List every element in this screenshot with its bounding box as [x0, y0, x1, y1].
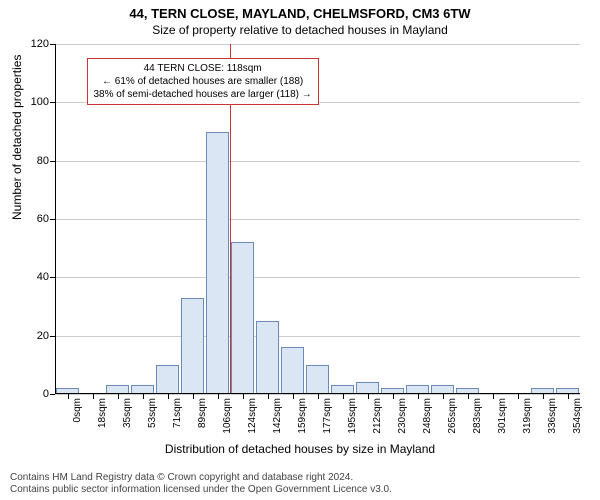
xtick-label: 159sqm	[297, 398, 308, 434]
xtick-mark	[243, 394, 244, 399]
xtick-label: 18sqm	[97, 398, 108, 428]
xtick-label: 177sqm	[322, 398, 333, 434]
xtick-label: 89sqm	[197, 398, 208, 428]
xtick-label: 301sqm	[497, 398, 508, 434]
histogram-bar	[231, 242, 254, 394]
xtick-label: 212sqm	[372, 398, 383, 434]
xtick-label: 265sqm	[447, 398, 458, 434]
xtick-mark	[543, 394, 544, 399]
xtick-label: 230sqm	[397, 398, 408, 434]
xtick-label: 35sqm	[122, 398, 133, 428]
xtick-mark	[443, 394, 444, 399]
x-axis-label: Distribution of detached houses by size …	[0, 442, 600, 456]
xtick-mark	[568, 394, 569, 399]
xtick-label: 142sqm	[272, 398, 283, 434]
xtick-label: 319sqm	[522, 398, 533, 434]
ytick-mark	[50, 394, 55, 395]
xtick-mark	[468, 394, 469, 399]
footer-line-1: Contains HM Land Registry data © Crown c…	[10, 472, 392, 484]
xtick-mark	[143, 394, 144, 399]
xtick-mark	[268, 394, 269, 399]
xtick-mark	[493, 394, 494, 399]
xtick-label: 106sqm	[222, 398, 233, 434]
grid-line	[55, 219, 580, 220]
footer-line-2: Contains public sector information licen…	[10, 484, 392, 496]
histogram-bar	[156, 365, 179, 394]
ytick-label: 60	[37, 213, 49, 225]
grid-line	[55, 44, 580, 45]
y-axis-label: Number of detached properties	[10, 55, 24, 220]
ytick-label: 0	[43, 388, 49, 400]
annotation-line: 44 TERN CLOSE: 118sqm	[94, 62, 312, 75]
xtick-label: 336sqm	[547, 398, 558, 434]
ytick-label: 80	[37, 155, 49, 167]
histogram-bar	[181, 298, 204, 394]
y-axis-line	[55, 44, 56, 394]
annotation-callout: 44 TERN CLOSE: 118sqm← 61% of detached h…	[87, 58, 319, 105]
xtick-label: 124sqm	[247, 398, 258, 434]
x-axis-line	[55, 393, 580, 394]
histogram-bar	[206, 132, 229, 395]
ytick-label: 100	[31, 96, 49, 108]
footer-attribution: Contains HM Land Registry data © Crown c…	[10, 472, 392, 496]
grid-line	[55, 161, 580, 162]
xtick-mark	[418, 394, 419, 399]
xtick-label: 283sqm	[472, 398, 483, 434]
xtick-mark	[218, 394, 219, 399]
annotation-line: ← 61% of detached houses are smaller (18…	[94, 75, 312, 88]
xtick-label: 248sqm	[422, 398, 433, 434]
xtick-label: 0sqm	[72, 398, 83, 422]
histogram-bar	[306, 365, 329, 394]
xtick-label: 53sqm	[147, 398, 158, 428]
xtick-mark	[118, 394, 119, 399]
histogram-bar	[256, 321, 279, 394]
ytick-label: 120	[31, 38, 49, 50]
chart-subtitle: Size of property relative to detached ho…	[0, 21, 600, 37]
plot-area: 0204060801001200sqm18sqm35sqm53sqm71sqm8…	[55, 44, 580, 394]
xtick-mark	[343, 394, 344, 399]
xtick-mark	[518, 394, 519, 399]
xtick-mark	[68, 394, 69, 399]
xtick-mark	[168, 394, 169, 399]
ytick-label: 20	[37, 330, 49, 342]
xtick-mark	[193, 394, 194, 399]
xtick-mark	[318, 394, 319, 399]
histogram-bar	[281, 347, 304, 394]
xtick-label: 71sqm	[172, 398, 183, 428]
chart-title-address: 44, TERN CLOSE, MAYLAND, CHELMSFORD, CM3…	[0, 0, 600, 21]
grid-line	[55, 336, 580, 337]
xtick-mark	[393, 394, 394, 399]
chart-container: 44, TERN CLOSE, MAYLAND, CHELMSFORD, CM3…	[0, 0, 600, 500]
xtick-mark	[293, 394, 294, 399]
ytick-label: 40	[37, 271, 49, 283]
xtick-mark	[93, 394, 94, 399]
xtick-label: 195sqm	[347, 398, 358, 434]
xtick-label: 354sqm	[572, 398, 583, 434]
annotation-line: 38% of semi-detached houses are larger (…	[94, 88, 312, 101]
xtick-mark	[368, 394, 369, 399]
grid-line	[55, 277, 580, 278]
